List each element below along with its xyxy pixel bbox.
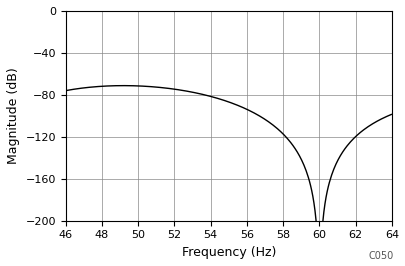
X-axis label: Frequency (Hz): Frequency (Hz) <box>181 246 275 259</box>
Text: C050: C050 <box>368 251 393 261</box>
Y-axis label: Magnitude (dB): Magnitude (dB) <box>7 68 20 164</box>
